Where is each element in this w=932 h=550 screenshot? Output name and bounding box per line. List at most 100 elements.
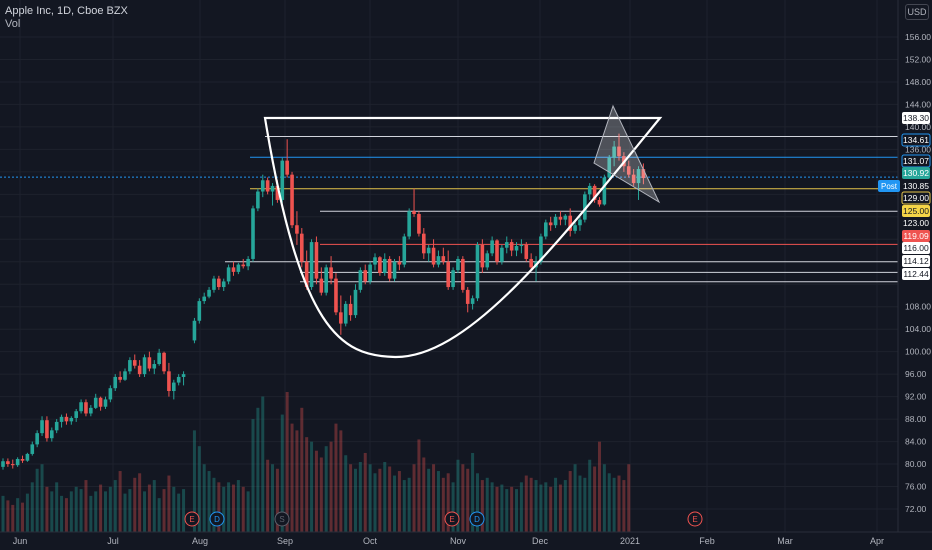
candle-body [641,169,646,179]
y-tick-label: 152.00 [905,54,931,64]
volume-bar [451,482,455,532]
volume-bar [554,477,558,532]
volume-bar [490,482,494,532]
volume-bar [549,486,553,532]
candle-body [202,296,206,302]
volume-bar [241,486,245,532]
x-tick-label: 2021 [620,536,640,546]
x-tick-label: Oct [363,536,378,546]
volume-bar [251,419,255,532]
volume-bar [212,477,216,532]
candle-body [539,236,543,262]
candle-body [358,270,363,290]
currency-button[interactable]: USD [905,4,929,20]
candle-body [137,365,142,375]
candle-body [241,264,246,267]
candle-body [260,180,265,192]
candle-body [181,374,186,377]
volume-bar [500,484,504,532]
candle-body [548,222,553,226]
candle-body [319,278,324,293]
candle-body [461,258,465,290]
split-event-marker[interactable]: S [274,511,290,527]
volume-bar [295,430,299,532]
volume-bar [227,482,231,532]
volume-bar [147,484,151,532]
candle-body [10,464,15,466]
candle-body [113,376,118,389]
price-level-tag-label: 125.00 [903,206,929,216]
price-level-tag: 119.09 [902,230,930,242]
candle-body [353,289,358,316]
candle-body [167,371,171,391]
candle-body [197,301,202,321]
candle-body [456,258,460,271]
price-level-tag-label: 119.09 [903,231,929,241]
price-level-tag: 134.61 [901,133,931,147]
candle-body [192,320,197,341]
earnings-event-marker[interactable]: E [184,511,200,527]
price-level-tag-label: 129.00 [903,193,929,203]
volume-bar [21,502,25,532]
candle-body [402,236,407,265]
earnings-event-marker[interactable]: E [687,511,703,527]
volume-bar [162,489,166,532]
price-level-tag-bg [902,255,930,267]
volume-bar [133,477,137,532]
price-level-tag-label: 114.12 [903,256,929,266]
volume-bar [222,486,226,532]
volume-bar [118,471,122,532]
dividend-event-marker[interactable]: D [209,511,225,527]
candle-body [387,258,392,279]
price-level-tag-bg [901,133,931,147]
volume-bar [471,452,475,532]
candle-body [558,216,563,220]
price-level-tag: 138.30 [902,112,930,124]
event-circle [687,511,703,527]
volume-bar [152,480,156,532]
price-level-tag-label: 112.44 [903,269,929,279]
candle-body [15,458,20,466]
candle-body [251,208,255,259]
volume-bar [422,457,426,532]
y-tick-label: 108.00 [905,302,931,312]
candle-body [597,199,602,205]
volume-bar [597,441,601,532]
volume-bar [412,464,416,532]
event-circle [209,511,225,527]
price-level-tag-label: 131.07 [903,156,929,166]
volume-label: Vol [5,18,21,30]
earnings-event-marker[interactable]: E [444,511,460,527]
volume-bar [534,480,538,532]
candle-body [607,157,612,178]
x-tick-label: Sep [277,536,293,546]
volume-bar [11,504,15,532]
candle-body [334,278,338,313]
volume-bar [79,489,83,532]
triangle-pattern-drawing [593,104,661,204]
candle-body [270,185,275,192]
volume-bar [329,441,333,532]
volume-bar [84,480,88,532]
candle-body [20,458,25,461]
candle-body [59,416,64,422]
volume-bar [172,486,176,532]
volume-bar [60,495,64,532]
y-tick-label: 136.00 [905,144,931,154]
dividend-event-marker[interactable]: D [469,511,485,527]
volume-bar [324,446,328,532]
candle-body [363,270,368,282]
candle-body [378,257,382,273]
candle-body [470,298,475,304]
price-level-tag-bg [902,205,930,217]
volume-bar [617,475,621,532]
volume-bar [544,482,548,532]
candle-body [343,303,348,324]
x-tick-label: Apr [870,536,884,546]
candle-body [280,160,285,200]
volume-bar [432,464,436,532]
candle-body [524,244,529,259]
candle-body [451,270,455,288]
price-level-tag-bg [902,167,930,179]
